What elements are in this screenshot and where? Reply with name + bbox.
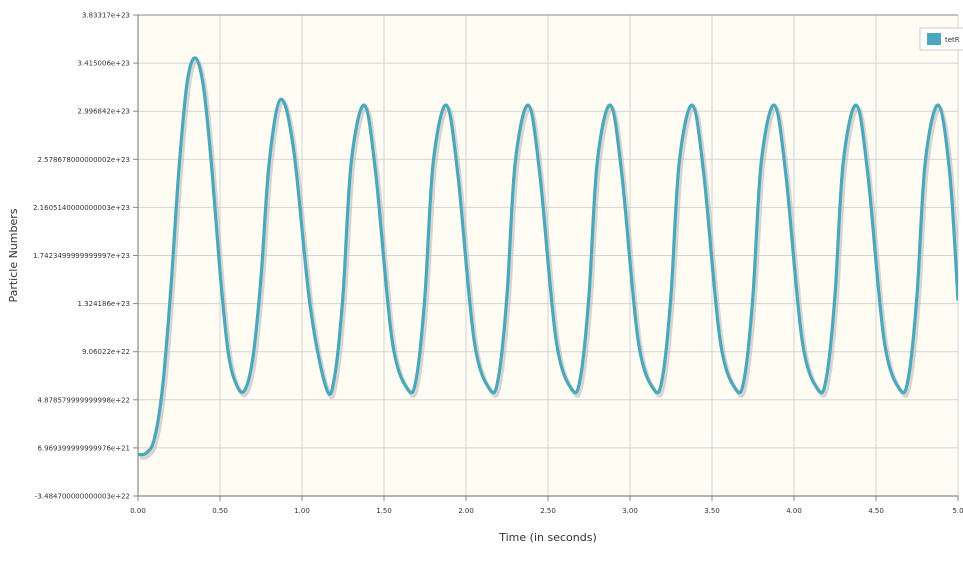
y-tick-label: 1.324186e+23 [78, 300, 130, 308]
y-tick-label: 1.7423499999999997e+23 [33, 252, 130, 260]
y-axis-title: Particle Numbers [7, 208, 20, 302]
series-line-tetR [138, 56, 958, 457]
y-tick-label: 9.06022e+22 [82, 348, 130, 356]
x-tick-label: 4.50 [868, 507, 884, 515]
legend-label: tetR [945, 36, 960, 44]
y-tick-label: 2.578678000000002e+23 [37, 156, 130, 164]
y-tick-label: 2.996842e+23 [78, 108, 130, 116]
legend[interactable]: tetR [919, 27, 963, 51]
x-tick-label: 0.50 [212, 507, 228, 515]
x-axis-title: Time (in seconds) [498, 531, 597, 544]
y-tick-label: -3.484700000000003e+22 [35, 493, 130, 501]
y-tick-label: 3.83317e+23 [82, 12, 130, 20]
x-tick-label: 2.00 [458, 507, 474, 515]
x-tick-label: 1.00 [294, 507, 310, 515]
legend-swatch [927, 33, 941, 45]
x-tick-label: 4.00 [786, 507, 802, 515]
y-tick-label: 4.878579999999998e+22 [37, 396, 130, 404]
y-tick-label: 2.1605140000000003e+23 [33, 204, 130, 212]
x-tick-label: 1.50 [376, 507, 392, 515]
x-tick-labels: 0.00 0.50 1.00 1.50 2.00 2.50 3.00 3.50 4.00 4.50… [130, 507, 963, 515]
series-layer [138, 56, 958, 460]
y-tick-labels: 3.83317e+23 3.415006e+23 2.996842e+23 2.578… [33, 12, 130, 501]
x-tick-label: 0.00 [130, 507, 146, 515]
y-tick-label: 6.969399999999976e+21 [37, 444, 130, 452]
axes [137, 14, 958, 497]
x-tick-label: 3.00 [622, 507, 638, 515]
x-tick-label: 2.50 [540, 507, 556, 515]
x-tick-label: 3.50 [704, 507, 720, 515]
y-tick-label: 3.415006e+23 [78, 60, 130, 68]
x-tick-label: 5.0 [952, 507, 963, 515]
